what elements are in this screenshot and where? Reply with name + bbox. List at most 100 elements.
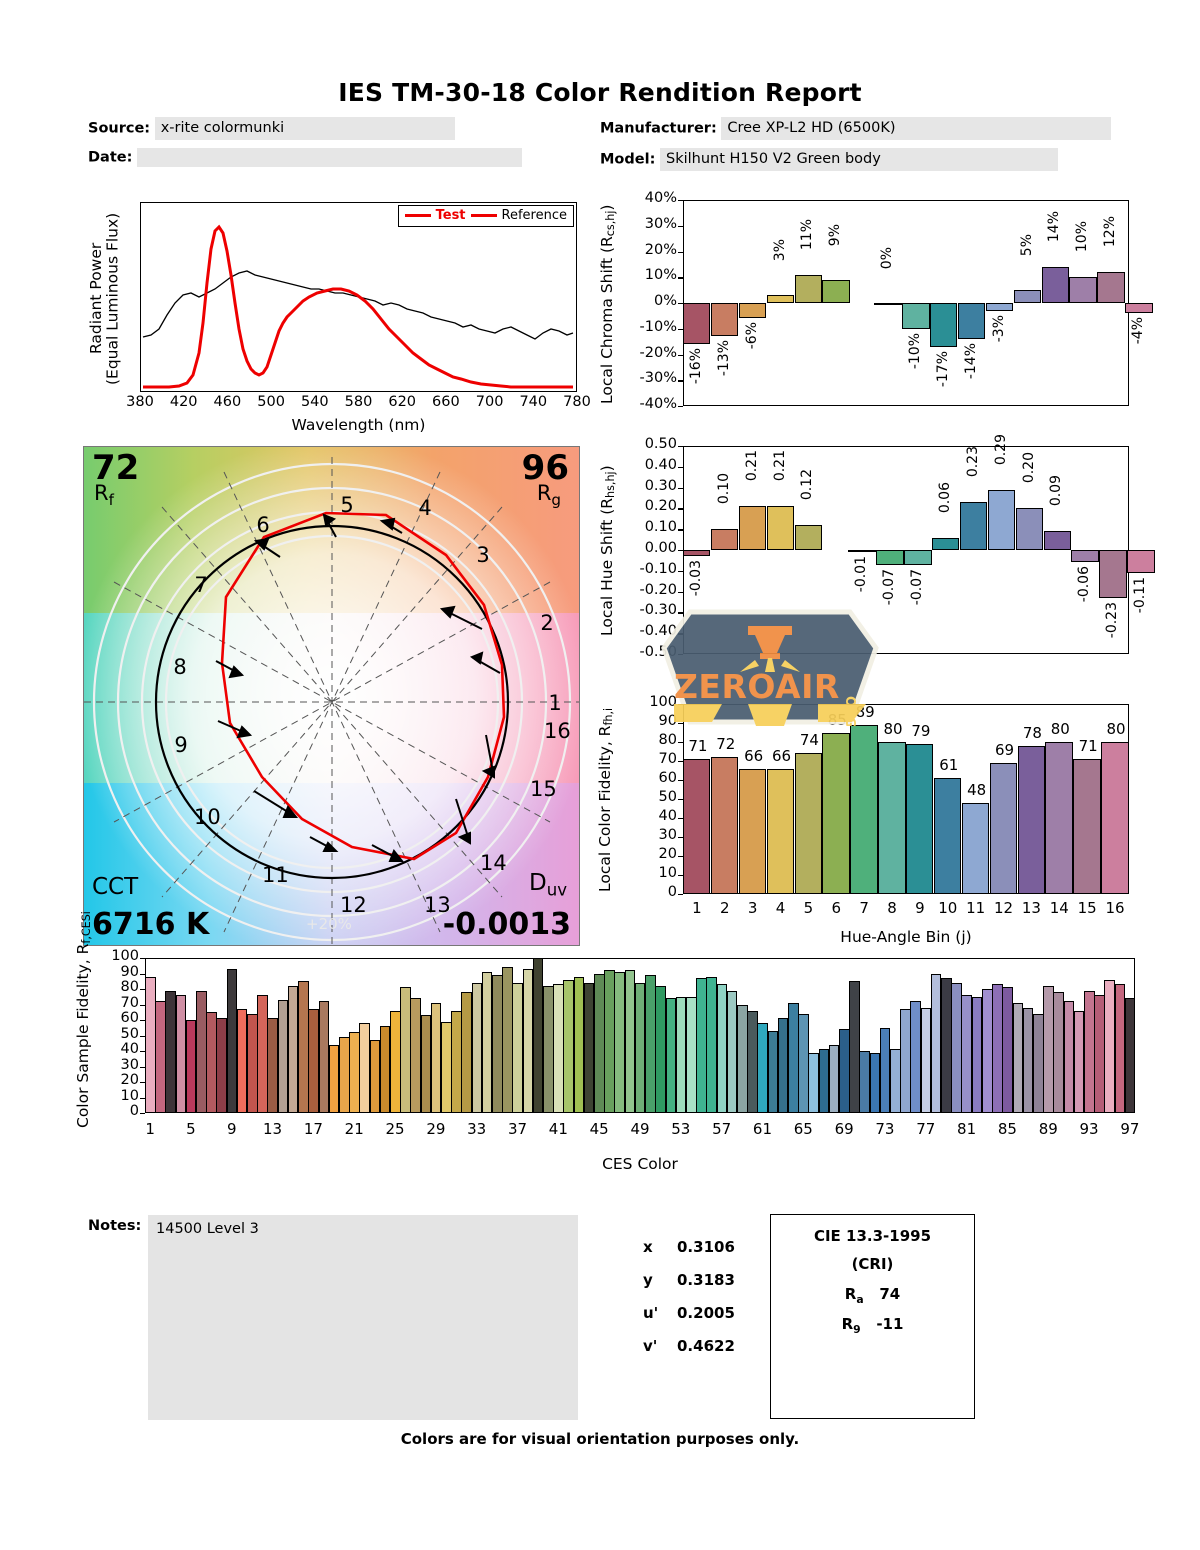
cri-r9-value: -11 — [876, 1315, 904, 1333]
ces-bar — [951, 982, 962, 1113]
local-hue-shift-y-tick: 0.20 — [644, 498, 677, 515]
bar-label-local-hue-shift-7: -0.07 — [881, 568, 898, 605]
local-chroma-shift-y-tick: 40% — [644, 190, 677, 206]
local-chroma-shift-y-tick: -40% — [639, 396, 677, 412]
bar-local-chroma-shift-7 — [874, 303, 902, 305]
ces-bar — [696, 978, 707, 1113]
bar-local-hue-shift-11 — [987, 489, 1016, 550]
spd-curves — [142, 224, 574, 389]
local-hue-shift-y-tick: -0.20 — [639, 581, 677, 598]
manufacturer-value[interactable]: Cree XP-L2 HD (6500K) — [721, 117, 1112, 140]
bar-local-color-fidelity-14 — [1045, 742, 1073, 894]
ces-bar — [706, 976, 717, 1113]
ces-y-tick: 60 — [120, 1010, 139, 1026]
bar-label-local-color-fidelity-14: 80 — [1050, 720, 1070, 738]
model-value[interactable]: Skilhunt H150 V2 Green body — [659, 148, 1058, 171]
local-color-fidelity-chart: Local Color Fidelity, Rfh,i 100 90 80 70 60 5… — [596, 690, 1140, 950]
ces-bar — [879, 1027, 891, 1113]
ces-bar — [1053, 992, 1064, 1113]
bar-label-local-color-fidelity-11: 48 — [967, 780, 987, 799]
cvg-spokes — [84, 457, 579, 945]
cri-title: CIE 13.3-1995 — [813, 1227, 932, 1245]
ces-x-tick: 73 — [875, 1120, 895, 1138]
cie-value-u': 0.2005 — [677, 1304, 735, 1322]
cvg-bin-number-7: 7 — [194, 573, 208, 597]
bar-local-hue-shift-8 — [904, 550, 932, 565]
ces-bar — [298, 981, 309, 1113]
bar-label-local-chroma-shift-10: -14% — [962, 343, 979, 380]
ces-y-tick-mark — [140, 1004, 145, 1006]
bar-local-hue-shift-1 — [683, 550, 711, 557]
local-color-fidelity-y-tick: 10 — [658, 865, 677, 881]
fidelity-x-tick: 3 — [747, 899, 758, 917]
ces-bar — [410, 998, 421, 1113]
page-title: IES TM-30-18 Color Rendition Report — [338, 78, 862, 107]
ces-y-tick-mark — [140, 1035, 145, 1037]
ces-bar — [247, 1013, 258, 1113]
bar-local-color-fidelity-1 — [683, 759, 711, 894]
cvg-bin-number-5: 5 — [340, 493, 354, 517]
bar-local-hue-shift-4 — [766, 506, 794, 550]
bar-local-color-fidelity-12 — [989, 762, 1017, 894]
cvg-vectors — [215, 513, 501, 862]
fidelity-x-tick: 9 — [915, 899, 925, 917]
bar-local-chroma-shift-8 — [902, 303, 930, 329]
ces-y-tick: 80 — [120, 979, 139, 995]
cie-key-y: y — [643, 1271, 653, 1289]
bar-local-color-fidelity-5 — [794, 753, 822, 894]
ces-x-tick: 93 — [1079, 1120, 1099, 1138]
date-value[interactable] — [137, 148, 522, 167]
local-hue-shift-y-tick-mark — [678, 487, 683, 489]
bar-label-local-hue-shift-6: -0.01 — [853, 556, 870, 593]
bar-label-local-chroma-shift-2: -13% — [715, 340, 732, 377]
ces-bar — [869, 1052, 881, 1113]
ces-x-tick: 9 — [226, 1120, 237, 1138]
spd-x-tick: 580 — [344, 394, 373, 410]
bar-label-local-hue-shift-11: 0.29 — [992, 433, 1009, 465]
ces-x-tick: 97 — [1120, 1120, 1140, 1138]
ces-bar — [961, 995, 973, 1113]
bar-label-local-color-fidelity-2: 72 — [716, 735, 736, 754]
cvg-reference-circle — [154, 524, 510, 880]
local-color-fidelity-y-tick-mark — [678, 761, 683, 763]
bar-local-chroma-shift-16 — [1125, 303, 1153, 314]
cct-value: 6716 K — [92, 907, 210, 942]
local-chroma-shift-y-tick-mark — [678, 328, 683, 331]
ces-y-tick: 70 — [120, 994, 139, 1011]
ces-bar — [675, 996, 687, 1113]
ces-bar — [1124, 998, 1136, 1113]
ces-bar — [910, 1001, 922, 1113]
ces-bar — [400, 987, 411, 1113]
bar-label-local-chroma-shift-11: -3% — [990, 314, 1007, 342]
local-hue-shift-y-tick: -0.40 — [639, 623, 677, 640]
ces-bar — [1063, 1001, 1075, 1113]
bar-local-color-fidelity-16 — [1101, 742, 1129, 894]
bar-local-chroma-shift-12 — [1013, 290, 1041, 303]
spd-x-tick: 780 — [563, 394, 591, 410]
bar-label-local-color-fidelity-6: 85 — [827, 710, 847, 729]
bar-local-color-fidelity-8 — [878, 742, 906, 894]
bar-label-local-chroma-shift-5: 11% — [799, 218, 816, 250]
fidelity-x-axis-title: Hue-Angle Bin (j) — [840, 928, 972, 946]
source-value[interactable]: x-rite colormunki — [154, 117, 455, 140]
ces-bar — [818, 1049, 830, 1113]
local-chroma-shift-y-tick-mark — [678, 406, 683, 408]
spd-x-tick: 700 — [475, 394, 504, 410]
notes-value[interactable]: 14500 Level 3 — [148, 1215, 578, 1420]
ces-bar — [502, 967, 513, 1113]
local-color-fidelity-y-tick-mark — [678, 780, 683, 782]
local-hue-shift-y-tick-mark — [678, 633, 683, 635]
cvg-bin-number-9: 9 — [174, 733, 188, 757]
local-chroma-shift-chart: Local Chroma Shift (Rcs,hj) 40% 30% 20% 10%… — [598, 188, 1153, 424]
cct-label: CCT — [92, 874, 139, 900]
ces-y-tick-mark — [140, 1082, 145, 1084]
bar-local-chroma-shift-15 — [1097, 272, 1125, 303]
ces-bar — [665, 998, 677, 1113]
cvg-background — [84, 447, 579, 945]
ces-y-tick-mark — [140, 1066, 145, 1068]
bar-local-hue-shift-6 — [848, 550, 876, 553]
local-hue-shift-y-tick: 0.30 — [644, 477, 677, 494]
ces-bar — [267, 1018, 279, 1113]
ces-bar — [236, 1009, 248, 1113]
